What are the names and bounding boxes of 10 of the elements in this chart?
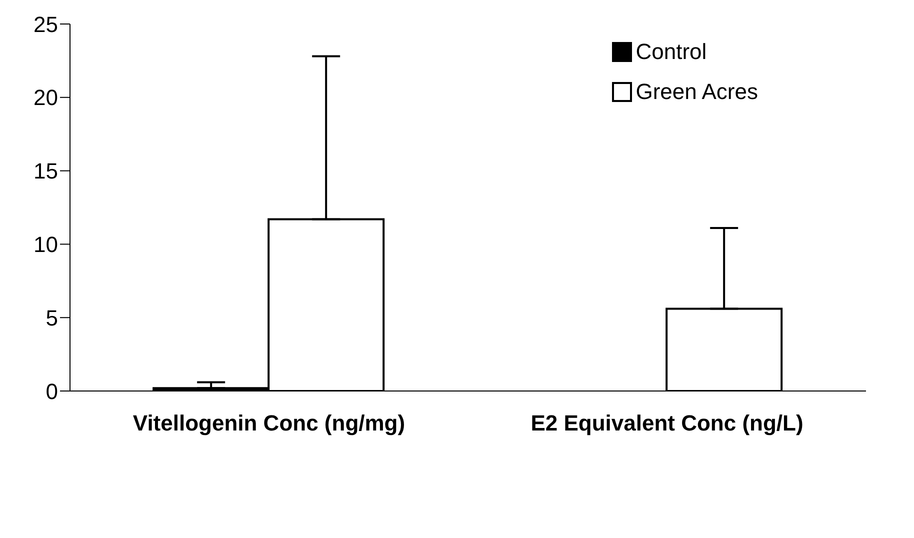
y-tick-label: 0 — [46, 378, 58, 404]
y-tick-label: 25 — [34, 12, 58, 37]
y-tick-label: 5 — [46, 305, 58, 330]
legend-label: Green Acres — [636, 78, 758, 106]
y-tick-label: 15 — [34, 158, 58, 184]
y-tick-label: 20 — [34, 85, 58, 110]
x-tick-label: E2 Equivalent Conc (ng/L) — [530, 410, 804, 436]
y-tick-label: 10 — [34, 232, 58, 258]
x-tick-label: Vitellogenin Conc (ng/mg) — [132, 410, 406, 436]
legend-label: Control — [636, 38, 707, 66]
